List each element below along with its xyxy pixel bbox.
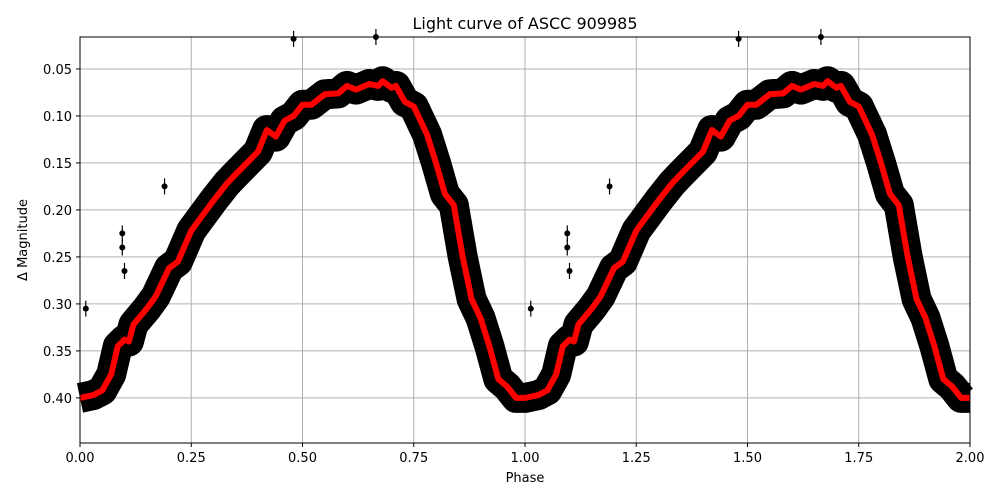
y-ticks: 0.05 0.10 0.15 0.20 0.25 0.30 0.35 0.40 (43, 63, 80, 407)
x-axis-label: Phase (506, 471, 545, 486)
y-tick-label: 0.05 (43, 63, 72, 78)
data-point (119, 244, 126, 251)
x-tick-label: 0.25 (177, 451, 206, 466)
x-tick-label: 0.75 (399, 451, 428, 466)
y-tick-label: 0.35 (43, 345, 72, 360)
data-point (161, 183, 168, 190)
chart-title: Light curve of ASCC 909985 (412, 14, 637, 33)
trend-line (79, 78, 970, 401)
data-point (564, 244, 571, 251)
x-tick-label: 0.50 (288, 451, 317, 466)
x-tick-label: 1.50 (733, 451, 762, 466)
x-tick-label: 0.00 (66, 451, 95, 466)
y-tick-label: 0.30 (43, 298, 72, 313)
scatter-points (82, 29, 911, 317)
data-point (904, 206, 911, 213)
data-point (564, 230, 571, 237)
y-tick-label: 0.15 (43, 157, 72, 172)
data-point (527, 305, 534, 312)
x-ticks: 0.00 0.25 0.50 0.75 1.00 1.25 1.50 1.75 2.00 (66, 443, 985, 466)
x-tick-label: 1.75 (844, 451, 873, 466)
data-point (82, 305, 89, 312)
y-tick-label: 0.40 (43, 392, 72, 407)
y-tick-label: 0.10 (43, 110, 72, 125)
data-point (566, 268, 573, 275)
data-point (459, 206, 466, 213)
data-point (119, 230, 126, 237)
x-tick-label: 1.25 (622, 451, 651, 466)
data-point (606, 183, 613, 190)
x-tick-label: 2.00 (956, 451, 985, 466)
y-axis-label: Δ Magnitude (16, 199, 31, 281)
y-tick-label: 0.25 (43, 251, 72, 266)
data-point (121, 268, 128, 275)
x-tick-label: 1.00 (511, 451, 540, 466)
trend-line-path (79, 78, 970, 401)
y-tick-label: 0.20 (43, 204, 72, 219)
